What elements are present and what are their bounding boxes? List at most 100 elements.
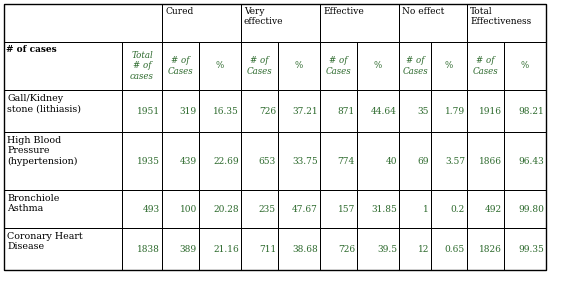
- Bar: [320, 228, 357, 270]
- Bar: [357, 90, 399, 132]
- Bar: [399, 190, 431, 228]
- Bar: [278, 90, 320, 132]
- Bar: [241, 190, 278, 228]
- Text: 1: 1: [423, 205, 429, 214]
- Bar: [241, 228, 278, 270]
- Bar: [504, 90, 546, 132]
- Bar: [4, 4, 162, 42]
- Text: 22.69: 22.69: [213, 157, 239, 166]
- Text: 33.75: 33.75: [292, 157, 318, 166]
- Bar: [122, 42, 162, 90]
- Text: 47.67: 47.67: [292, 205, 318, 214]
- Bar: [241, 4, 320, 42]
- Bar: [4, 42, 122, 90]
- Bar: [162, 132, 199, 190]
- Bar: [122, 90, 162, 132]
- Bar: [241, 132, 278, 190]
- Bar: [162, 90, 199, 132]
- Text: 38.68: 38.68: [292, 244, 318, 253]
- Bar: [162, 4, 241, 42]
- Bar: [320, 132, 357, 190]
- Text: 96.43: 96.43: [518, 157, 544, 166]
- Text: 31.85: 31.85: [371, 205, 397, 214]
- Bar: [241, 90, 278, 132]
- Bar: [467, 4, 546, 42]
- Text: 0.65: 0.65: [445, 244, 465, 253]
- Text: 493: 493: [143, 205, 160, 214]
- Text: # of
Cases: # of Cases: [325, 56, 351, 76]
- Text: 1.79: 1.79: [445, 106, 465, 116]
- Text: 69: 69: [418, 157, 429, 166]
- Text: 98.21: 98.21: [518, 106, 544, 116]
- Text: 1916: 1916: [479, 106, 502, 116]
- Text: High Blood
Pressure
(hypertension): High Blood Pressure (hypertension): [7, 136, 78, 166]
- Text: 439: 439: [180, 157, 197, 166]
- Bar: [320, 4, 399, 42]
- Text: 12: 12: [418, 244, 429, 253]
- Bar: [467, 132, 504, 190]
- Text: 157: 157: [338, 205, 355, 214]
- Text: 39.5: 39.5: [377, 244, 397, 253]
- Bar: [4, 90, 122, 132]
- Bar: [504, 190, 546, 228]
- Bar: [399, 132, 431, 190]
- Bar: [199, 132, 241, 190]
- Text: 774: 774: [338, 157, 355, 166]
- Bar: [199, 190, 241, 228]
- Text: 3.57: 3.57: [445, 157, 465, 166]
- Bar: [199, 228, 241, 270]
- Text: # of
Cases: # of Cases: [402, 56, 428, 76]
- Text: 1826: 1826: [479, 244, 502, 253]
- Bar: [467, 90, 504, 132]
- Text: 319: 319: [180, 106, 197, 116]
- Text: 20.28: 20.28: [213, 205, 239, 214]
- Text: # of
Cases: # of Cases: [168, 56, 194, 76]
- Bar: [241, 42, 278, 90]
- Bar: [199, 42, 241, 90]
- Bar: [399, 4, 467, 42]
- Bar: [320, 190, 357, 228]
- Bar: [399, 42, 431, 90]
- Bar: [467, 228, 504, 270]
- Bar: [399, 228, 431, 270]
- Text: 235: 235: [259, 205, 276, 214]
- Text: %: %: [295, 61, 303, 70]
- Bar: [278, 132, 320, 190]
- Text: 726: 726: [338, 244, 355, 253]
- Bar: [431, 132, 467, 190]
- Text: # of
Cases: # of Cases: [473, 56, 498, 76]
- Bar: [199, 90, 241, 132]
- Bar: [357, 42, 399, 90]
- Text: %: %: [216, 61, 224, 70]
- Text: 100: 100: [180, 205, 197, 214]
- Bar: [399, 90, 431, 132]
- Bar: [431, 90, 467, 132]
- Bar: [122, 190, 162, 228]
- Text: 99.80: 99.80: [518, 205, 544, 214]
- Bar: [278, 190, 320, 228]
- Bar: [467, 42, 504, 90]
- Text: Total
# of
cases: Total # of cases: [130, 51, 154, 81]
- Text: 653: 653: [259, 157, 276, 166]
- Bar: [504, 228, 546, 270]
- Bar: [504, 42, 546, 90]
- Bar: [122, 228, 162, 270]
- Text: 871: 871: [338, 106, 355, 116]
- Text: %: %: [521, 61, 529, 70]
- Text: 1935: 1935: [137, 157, 160, 166]
- Text: 35: 35: [418, 106, 429, 116]
- Text: 711: 711: [259, 244, 276, 253]
- Bar: [320, 90, 357, 132]
- Bar: [357, 228, 399, 270]
- Text: Cured: Cured: [165, 7, 194, 16]
- Text: Total
Effectiveness: Total Effectiveness: [470, 7, 531, 26]
- Text: 726: 726: [259, 106, 276, 116]
- Text: 1866: 1866: [479, 157, 502, 166]
- Text: 492: 492: [485, 205, 502, 214]
- Bar: [431, 42, 467, 90]
- Bar: [431, 228, 467, 270]
- Bar: [278, 228, 320, 270]
- Text: Very
effective: Very effective: [244, 7, 283, 26]
- Text: Gall/Kidney
stone (lithiasis): Gall/Kidney stone (lithiasis): [7, 94, 81, 113]
- Bar: [431, 190, 467, 228]
